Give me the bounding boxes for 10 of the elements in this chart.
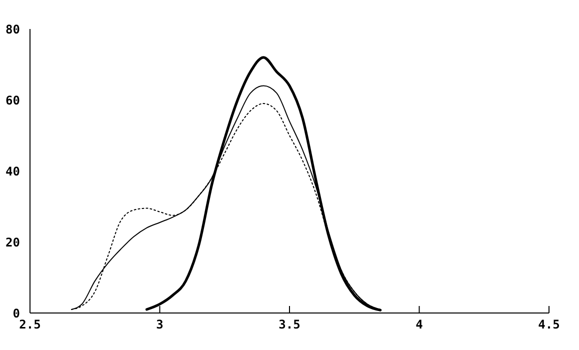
x-tick-label: 4 bbox=[416, 318, 423, 332]
x-tick-label: 2.5 bbox=[19, 318, 41, 332]
x-tick-label: 3.5 bbox=[278, 318, 300, 332]
y-tick-label: 60 bbox=[6, 93, 20, 108]
x-tick-label: 3 bbox=[156, 318, 164, 332]
y-tick-label: 40 bbox=[6, 164, 20, 178]
y-tick-label: 20 bbox=[6, 235, 20, 250]
y-tick-label: 0 bbox=[12, 306, 20, 320]
x-tick-label: 4.5 bbox=[538, 318, 560, 332]
y-tick-label: 80 bbox=[6, 22, 20, 36]
